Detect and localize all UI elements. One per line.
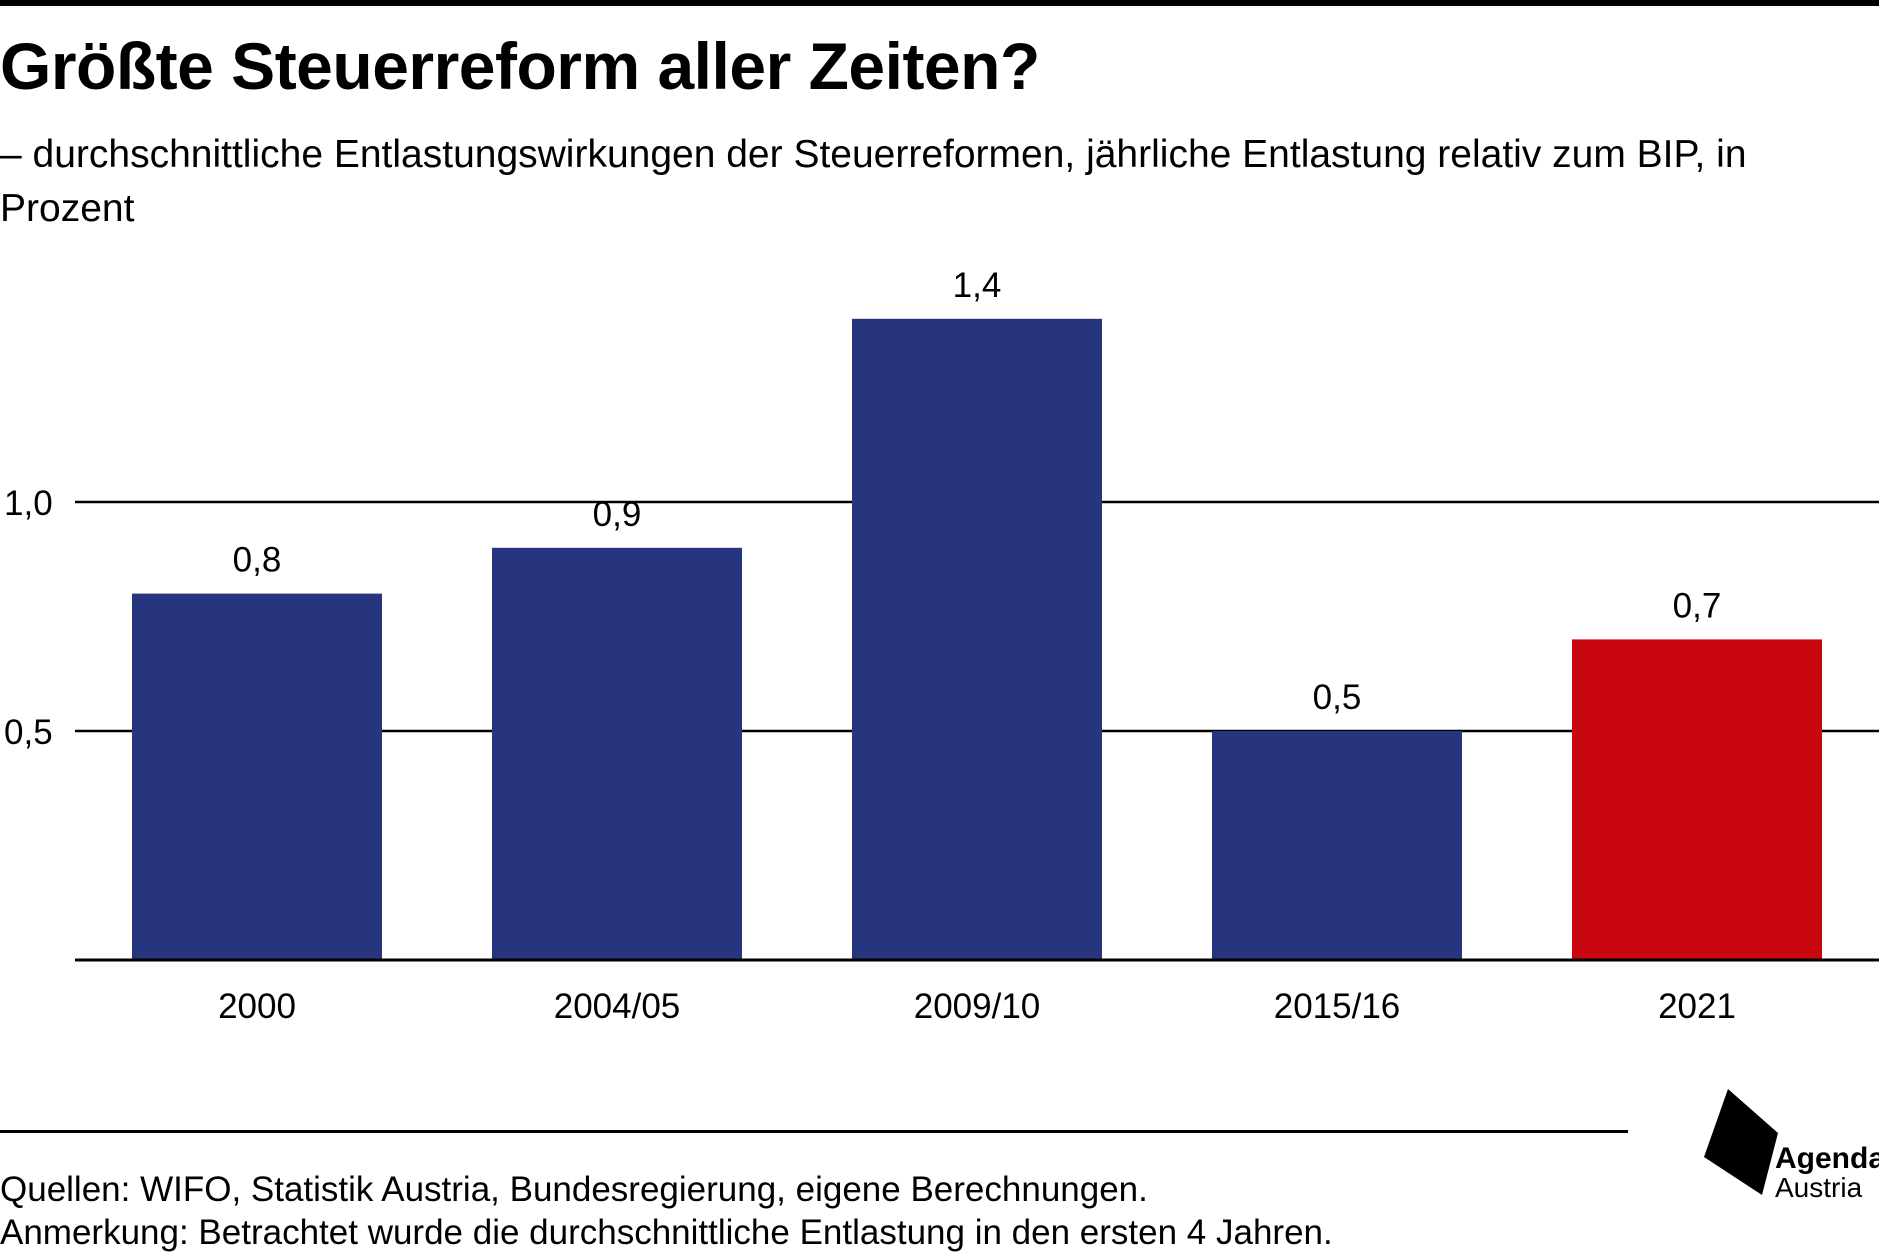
agenda-austria-logo-icon <box>1704 1089 1778 1195</box>
data-label: 0,9 <box>593 495 642 534</box>
source-note: Quellen: WIFO, Statistik Austria, Bundes… <box>0 1170 1148 1209</box>
top-rule <box>0 0 1879 6</box>
footer-rule <box>0 1130 1628 1133</box>
x-tick-label: 2009/10 <box>914 987 1041 1026</box>
x-tick-label: 2004/05 <box>554 987 681 1026</box>
data-label: 1,4 <box>953 266 1002 305</box>
data-label: 0,5 <box>1313 678 1362 717</box>
x-tick-label: 2021 <box>1658 987 1736 1026</box>
chart-title: Größte Steuerreform aller Zeiten? <box>0 29 1040 103</box>
bar <box>1572 639 1822 960</box>
bar <box>492 547 742 960</box>
bar <box>132 593 382 960</box>
x-tick-label: 2015/16 <box>1274 987 1401 1026</box>
logo-text-line1: Agenda <box>1775 1142 1879 1175</box>
bar <box>1212 731 1462 960</box>
chart-subtitle: – durchschnittliche Entlastungswirkungen… <box>0 133 1747 230</box>
logo-text-line2: Austria <box>1775 1172 1863 1203</box>
y-tick-label: 0,5 <box>4 713 53 752</box>
data-label: 0,8 <box>233 541 282 580</box>
y-tick-label: 1,0 <box>4 484 53 523</box>
bar-chart: 0,5 1,0 0,8 2000 0,9 2004/05 1,4 2009/10 0,5 2015… <box>4 266 1879 1026</box>
data-label: 0,7 <box>1673 586 1722 625</box>
bar <box>852 318 1102 960</box>
x-tick-label: 2000 <box>218 987 296 1026</box>
annotation-note: Anmerkung: Betrachtet wurde die durchsch… <box>0 1213 1333 1252</box>
